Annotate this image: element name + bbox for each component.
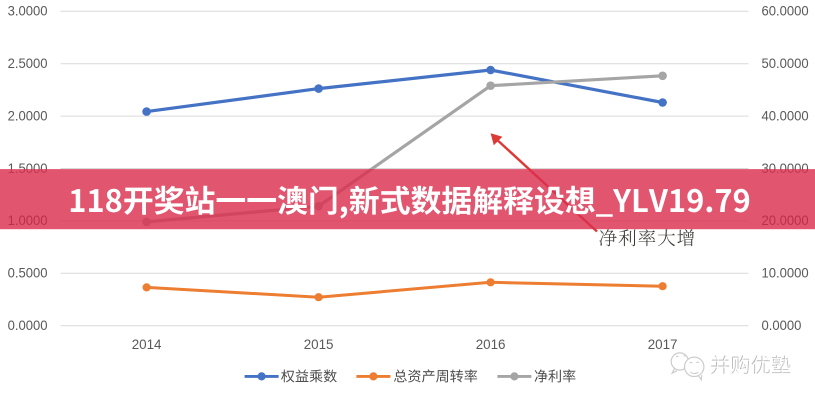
svg-text:2015: 2015 [304, 337, 334, 352]
svg-text:3.0000: 3.0000 [8, 3, 48, 18]
svg-text:2014: 2014 [132, 337, 162, 352]
svg-text:0.0000: 0.0000 [762, 318, 802, 333]
svg-text:0.0000: 0.0000 [8, 318, 48, 333]
svg-text:2016: 2016 [476, 337, 506, 352]
svg-text:0.5000: 0.5000 [8, 265, 48, 280]
svg-text:10.0000: 10.0000 [762, 265, 809, 280]
svg-text:40.0000: 40.0000 [762, 108, 809, 123]
svg-text:2.5000: 2.5000 [8, 56, 48, 71]
svg-text:60.0000: 60.0000 [762, 3, 809, 18]
svg-text:2.0000: 2.0000 [8, 108, 48, 123]
svg-text:2017: 2017 [648, 337, 678, 352]
svg-text:50.0000: 50.0000 [762, 56, 809, 71]
